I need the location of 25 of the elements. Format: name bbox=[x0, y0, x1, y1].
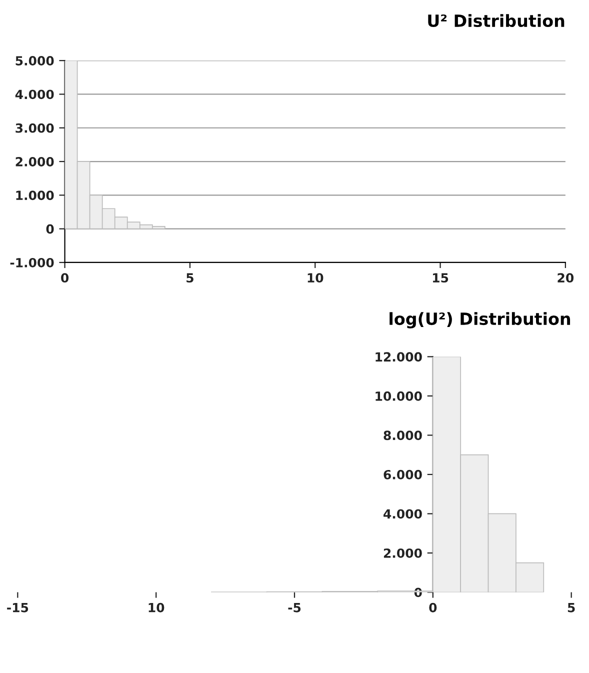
x-tick-label: -5 bbox=[288, 603, 301, 612]
x-tick-label: 0 bbox=[429, 602, 437, 612]
y-tick-label: -1.000 bbox=[10, 258, 54, 268]
y-tick-label: 0 bbox=[46, 224, 54, 234]
y-tick-label: 12.000 bbox=[376, 352, 422, 362]
x-tick-label: 10 bbox=[308, 273, 324, 283]
chart-title: U² Distribution bbox=[428, 14, 564, 28]
x-tick-label: 0 bbox=[61, 273, 69, 283]
y-tick-label: 2.000 bbox=[16, 156, 54, 166]
x-tick-label: 5 bbox=[568, 603, 575, 612]
y-tick-label: 10.000 bbox=[376, 391, 422, 401]
x-tick-label: 20 bbox=[558, 273, 574, 283]
x-tick-label: -15 bbox=[7, 603, 28, 612]
y-tick-label: 1.000 bbox=[16, 190, 54, 200]
chart-title: log(U²) Distribution bbox=[390, 312, 570, 328]
y-tick-label: 5.000 bbox=[16, 56, 54, 66]
y-tick-label: 4.000 bbox=[384, 509, 422, 519]
y-tick-label: 3.000 bbox=[16, 123, 54, 133]
y-tick-label: 8.000 bbox=[384, 430, 422, 440]
y-tick-label: 4.000 bbox=[15, 90, 54, 100]
y-tick-label: 6.000 bbox=[384, 470, 422, 480]
x-tick-label: 15 bbox=[432, 273, 448, 283]
y-tick-label: 2.000 bbox=[384, 548, 422, 558]
x-tick-label: 10 bbox=[148, 602, 164, 612]
x-tick-label: 5 bbox=[186, 273, 194, 283]
